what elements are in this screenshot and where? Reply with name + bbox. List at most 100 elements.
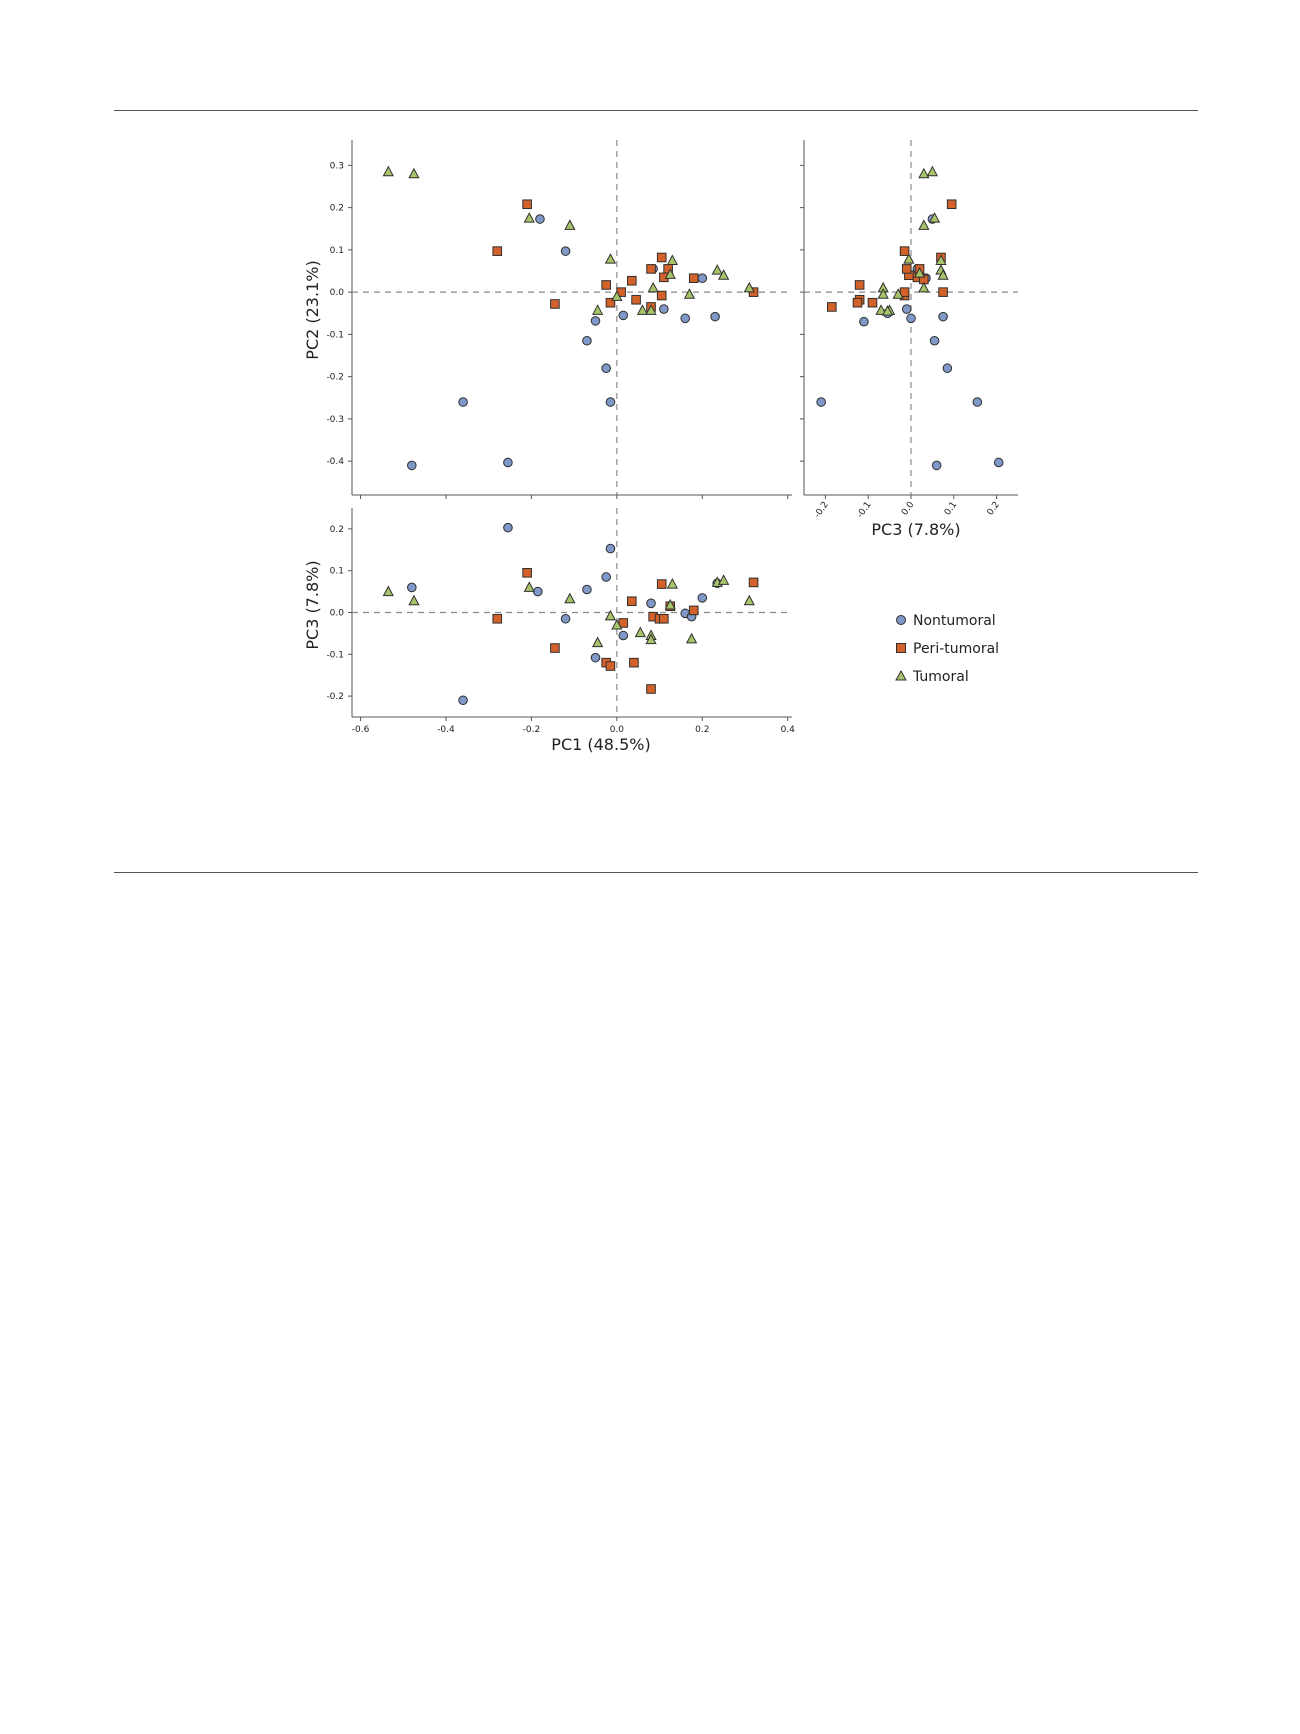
point-tumoral bbox=[523, 581, 535, 592]
point-tumoral bbox=[564, 592, 576, 604]
point-nontumoral bbox=[697, 593, 708, 603]
point-tumoral bbox=[645, 633, 657, 645]
point-tumoral bbox=[875, 304, 887, 315]
pca-figure: 0.3 0.2 0.1 0.0 -0.1 -0.2 -0.3 -0.4 -0.2 -0.1 0.0… bbox=[303, 140, 1018, 754]
point-tumoral bbox=[382, 165, 394, 177]
point-peri-tumoral bbox=[627, 275, 637, 286]
point-peri-tumoral bbox=[656, 290, 667, 301]
point-peri-tumoral bbox=[605, 661, 616, 671]
point-tumoral bbox=[523, 212, 535, 223]
point-tumoral bbox=[634, 626, 646, 638]
point-tumoral bbox=[591, 636, 604, 648]
point-nontumoral bbox=[710, 311, 720, 322]
point-nontumoral bbox=[618, 630, 629, 641]
point-tumoral bbox=[645, 304, 657, 315]
x-tick-label: 0.0 bbox=[610, 725, 625, 735]
legend-marker-square bbox=[896, 643, 906, 653]
point-peri-tumoral bbox=[627, 596, 637, 607]
point-nontumoral bbox=[560, 246, 571, 256]
x-tick-label: -0.4 bbox=[437, 725, 455, 735]
y-axis-label-pc2: PC2 (23.1%) bbox=[303, 260, 322, 359]
pc3-pc2-panel: -0.2 -0.1 0.0 0.1 0.2 bbox=[800, 140, 1018, 520]
point-peri-tumoral bbox=[688, 273, 699, 283]
point-nontumoral bbox=[680, 313, 691, 324]
point-nontumoral bbox=[590, 316, 601, 326]
point-peri-tumoral bbox=[867, 297, 878, 308]
point-tumoral bbox=[604, 253, 617, 264]
point-nontumoral bbox=[407, 582, 417, 593]
point-peri-tumoral bbox=[492, 613, 503, 624]
y-tick-label: -0.3 bbox=[326, 415, 344, 425]
point-nontumoral bbox=[503, 457, 513, 468]
legend: Nontumoral Peri-tumoral Tumoral bbox=[895, 613, 999, 685]
legend-label-tumoral: Tumoral bbox=[912, 669, 969, 685]
point-peri-tumoral bbox=[550, 643, 560, 653]
point-nontumoral bbox=[972, 397, 983, 407]
point-peri-tumoral bbox=[492, 246, 503, 256]
point-nontumoral bbox=[859, 316, 869, 327]
x-tick-label: 0.4 bbox=[781, 725, 796, 735]
point-tumoral bbox=[718, 574, 730, 585]
point-nontumoral bbox=[929, 335, 940, 346]
point-peri-tumoral bbox=[946, 199, 957, 210]
point-tumoral bbox=[918, 167, 930, 179]
point-nontumoral bbox=[618, 310, 629, 321]
top-divider bbox=[114, 110, 1198, 111]
point-peri-tumoral bbox=[522, 567, 532, 578]
bottom-divider bbox=[114, 872, 1198, 873]
legend-marker-circle bbox=[896, 615, 906, 625]
x-tick-label: 0.1 bbox=[943, 500, 959, 517]
point-tumoral bbox=[743, 281, 755, 293]
y-tick-label: 0.3 bbox=[330, 161, 344, 171]
point-tumoral bbox=[926, 165, 939, 177]
point-nontumoral bbox=[942, 363, 953, 374]
point-nontumoral bbox=[906, 313, 916, 324]
point-peri-tumoral bbox=[748, 577, 759, 588]
y-tick-label: 0.0 bbox=[330, 288, 345, 298]
point-nontumoral bbox=[931, 460, 942, 471]
point-tumoral bbox=[647, 281, 659, 293]
x-tick-label: -0.6 bbox=[352, 725, 370, 735]
y-tick-label: -0.1 bbox=[326, 330, 344, 340]
point-tumoral bbox=[564, 219, 576, 230]
point-nontumoral bbox=[407, 460, 417, 471]
x-tick-label: -0.2 bbox=[813, 500, 831, 520]
x-tick-label: 0.2 bbox=[695, 725, 709, 735]
point-nontumoral bbox=[697, 273, 708, 283]
point-tumoral bbox=[918, 219, 930, 230]
pc1-pc2-panel: 0.3 0.2 0.1 0.0 -0.1 -0.2 -0.3 -0.4 bbox=[326, 140, 792, 499]
x-tick-label: 0.0 bbox=[900, 500, 917, 518]
y-tick-label: -0.2 bbox=[326, 692, 344, 702]
x-tick-label: 0.2 bbox=[986, 500, 1002, 517]
point-peri-tumoral bbox=[899, 287, 910, 297]
point-nontumoral bbox=[605, 397, 616, 407]
point-peri-tumoral bbox=[601, 280, 611, 290]
point-peri-tumoral bbox=[605, 297, 616, 308]
point-nontumoral bbox=[601, 572, 611, 582]
legend-label-nontumoral: Nontumoral bbox=[913, 613, 996, 629]
y-tick-label: -0.2 bbox=[326, 373, 344, 383]
point-peri-tumoral bbox=[827, 302, 837, 312]
point-peri-tumoral bbox=[629, 657, 639, 668]
point-peri-tumoral bbox=[522, 199, 532, 210]
point-nontumoral bbox=[458, 397, 468, 407]
point-tumoral bbox=[382, 585, 394, 597]
legend-item-peri-tumoral: Peri-tumoral bbox=[896, 641, 999, 657]
x-axis-label-pc1: PC1 (48.5%) bbox=[551, 735, 650, 754]
point-nontumoral bbox=[646, 598, 656, 609]
point-tumoral bbox=[903, 253, 915, 264]
x-tick-label: -0.1 bbox=[855, 500, 873, 520]
point-nontumoral bbox=[659, 304, 669, 314]
point-tumoral bbox=[591, 304, 604, 315]
y-tick-label: 0.2 bbox=[330, 525, 344, 535]
point-peri-tumoral bbox=[899, 246, 910, 256]
point-tumoral bbox=[664, 598, 676, 610]
pc1-pc3-panel: -0.6 -0.4 -0.2 0.0 0.2 0.4 0.2 0.1 0.0 -0.1 -0.2 bbox=[326, 508, 795, 735]
point-nontumoral bbox=[601, 363, 611, 374]
point-peri-tumoral bbox=[631, 294, 641, 305]
point-tumoral bbox=[604, 609, 617, 621]
point-tumoral bbox=[666, 254, 679, 265]
point-nontumoral bbox=[458, 695, 468, 706]
point-tumoral bbox=[408, 167, 420, 179]
point-nontumoral bbox=[605, 543, 616, 554]
